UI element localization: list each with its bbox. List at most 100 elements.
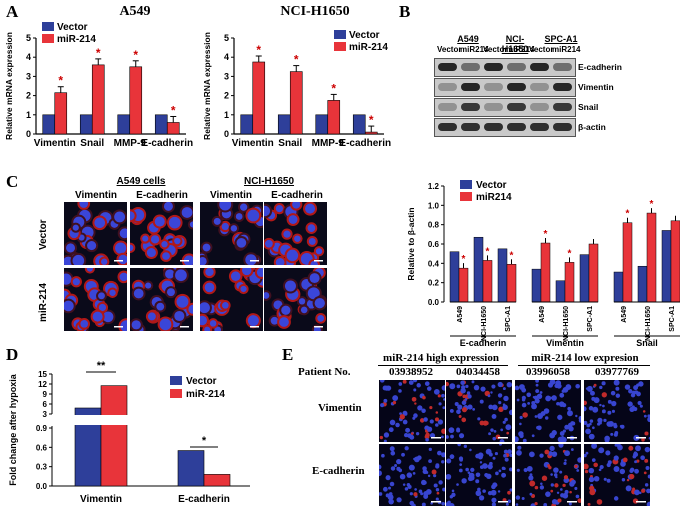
- y-tick-label: 4: [26, 52, 31, 62]
- if-image-tile: [200, 268, 263, 331]
- x-tick-label: NCI-H1650: [481, 306, 488, 341]
- bar-mir214: [203, 474, 231, 487]
- y-tick-label: 0: [224, 129, 229, 139]
- patient-id: 04034458: [456, 366, 500, 378]
- bar-vector: [315, 114, 329, 135]
- if-image-tile: [130, 268, 193, 331]
- significance-star: *: [133, 48, 138, 62]
- legend-swatch: [170, 389, 182, 398]
- blot-group-h1650: NCI-H1650: [501, 34, 529, 54]
- legend-swatch: [42, 34, 54, 43]
- y-tick-label: 0.6: [428, 240, 440, 249]
- if-image-tile: [264, 268, 327, 331]
- blot-band: [553, 103, 572, 111]
- ihc-image-tile: [446, 444, 512, 506]
- blot-group-a549: A549: [457, 34, 479, 44]
- blot-band: [530, 103, 549, 111]
- chart-h1650: 0 1 2 3 4 5 Relative mRNA expression * Vimentin *…: [202, 30, 391, 149]
- bar-mir214: [564, 262, 575, 303]
- ihc-image-tile: [446, 380, 512, 442]
- blot-lane-label: Vector: [529, 45, 554, 54]
- panel-letter-b: B: [399, 2, 411, 21]
- bar-mir214: [540, 242, 551, 303]
- y-tick-label: 0.0: [428, 298, 440, 307]
- bar-mir214: [252, 61, 266, 135]
- blot-row: [434, 98, 576, 117]
- if-col-vimentin-1: Vimentin: [74, 190, 118, 201]
- if-row-vector: Vector: [38, 219, 49, 250]
- y-tick-label: 1: [26, 110, 31, 120]
- blot-band: [507, 83, 526, 91]
- ihc-header-low: miR-214 low expresion: [531, 352, 639, 364]
- y-axis-label: Relative mRNA expression: [4, 32, 14, 140]
- axis-break: [70, 415, 132, 425]
- if-image-tile: [200, 202, 263, 265]
- blot-row: [434, 118, 576, 137]
- blot-band: [553, 63, 572, 71]
- bar-vector: [42, 114, 56, 135]
- y-tick-label: 2: [224, 91, 229, 101]
- x-tick-label: A549: [621, 306, 628, 323]
- patient-label: Patient No.: [298, 366, 351, 378]
- significance-star: **: [97, 360, 106, 372]
- bar-mir214: [646, 212, 657, 303]
- y-tick-label: 0.4: [428, 259, 440, 268]
- x-tick-label: Vimentin: [80, 494, 122, 505]
- significance-star: *: [626, 209, 630, 220]
- y-tick-label: 2: [26, 91, 31, 101]
- y-tick-label: 0.2: [428, 279, 440, 288]
- x-tick-label: SPC-A1: [505, 306, 512, 332]
- bar-vector: [661, 230, 672, 303]
- blot-group-spca1: SPC-A1: [544, 34, 578, 44]
- blot-band: [438, 83, 457, 91]
- y-tick-label: 0: [26, 129, 31, 139]
- y-tick-label: 3: [26, 71, 31, 81]
- significance-star: *: [544, 229, 548, 240]
- bar-vector: [352, 114, 366, 135]
- blot-band: [507, 63, 526, 71]
- if-group-a549: A549 cells: [116, 176, 166, 187]
- blot-row-label: β-actin: [578, 122, 606, 132]
- chart-a549-title: A549: [119, 4, 151, 19]
- if-row-mir214: miR-214: [38, 283, 49, 322]
- significance-star: *: [171, 103, 176, 117]
- y-tick-label: 3: [224, 71, 229, 81]
- significance-star: *: [294, 53, 299, 67]
- ihc-row-ecadherin: E-cadherin: [312, 465, 365, 477]
- bar-mir214: [670, 220, 680, 303]
- if-image-tile: [64, 202, 127, 265]
- if-group-h1650: NCI-H1650: [243, 176, 295, 187]
- group-label: Vimentin: [546, 338, 584, 348]
- significance-star: *: [510, 250, 514, 261]
- blot-band: [484, 103, 503, 111]
- bar-vector: [531, 268, 542, 303]
- bar-mir214: [506, 264, 517, 303]
- x-tick-label: E-cadherin: [141, 138, 193, 149]
- if-col-ecad-2: E-cadherin: [271, 190, 323, 201]
- y-tick-label: 1.0: [428, 201, 440, 210]
- y-axis-label: Fold change after hypoxia: [8, 373, 18, 486]
- chart-h1650-title: NCI-H1650: [280, 4, 350, 19]
- group-label: Snail: [636, 338, 658, 348]
- y-tick-label: 3: [43, 410, 48, 419]
- blot-lane-label: miR214: [460, 45, 489, 54]
- ihc-header-low-line: [518, 365, 650, 366]
- y-tick-label: 12: [38, 380, 47, 389]
- legend-swatch: [460, 180, 472, 189]
- x-tick-label: A549: [457, 306, 464, 323]
- ihc-row-vimentin: Vimentin: [318, 402, 362, 414]
- blot-lane-label: miR214: [552, 45, 581, 54]
- ihc-image-tile: [379, 380, 445, 442]
- bar-mir214: [327, 100, 341, 135]
- if-image-tile: [264, 202, 327, 265]
- patient-id: 03977769: [595, 366, 639, 378]
- ihc-image-tile: [515, 444, 581, 506]
- x-tick-label: NCI-H1650: [563, 306, 570, 341]
- bar-mir214: [100, 385, 128, 487]
- blot-band: [530, 63, 549, 71]
- if-col-ecad-1: E-cadherin: [136, 190, 188, 201]
- x-tick-label: NCI-H1650: [645, 306, 652, 341]
- bar-vector: [613, 271, 624, 303]
- panel-letter-c: C: [6, 172, 19, 191]
